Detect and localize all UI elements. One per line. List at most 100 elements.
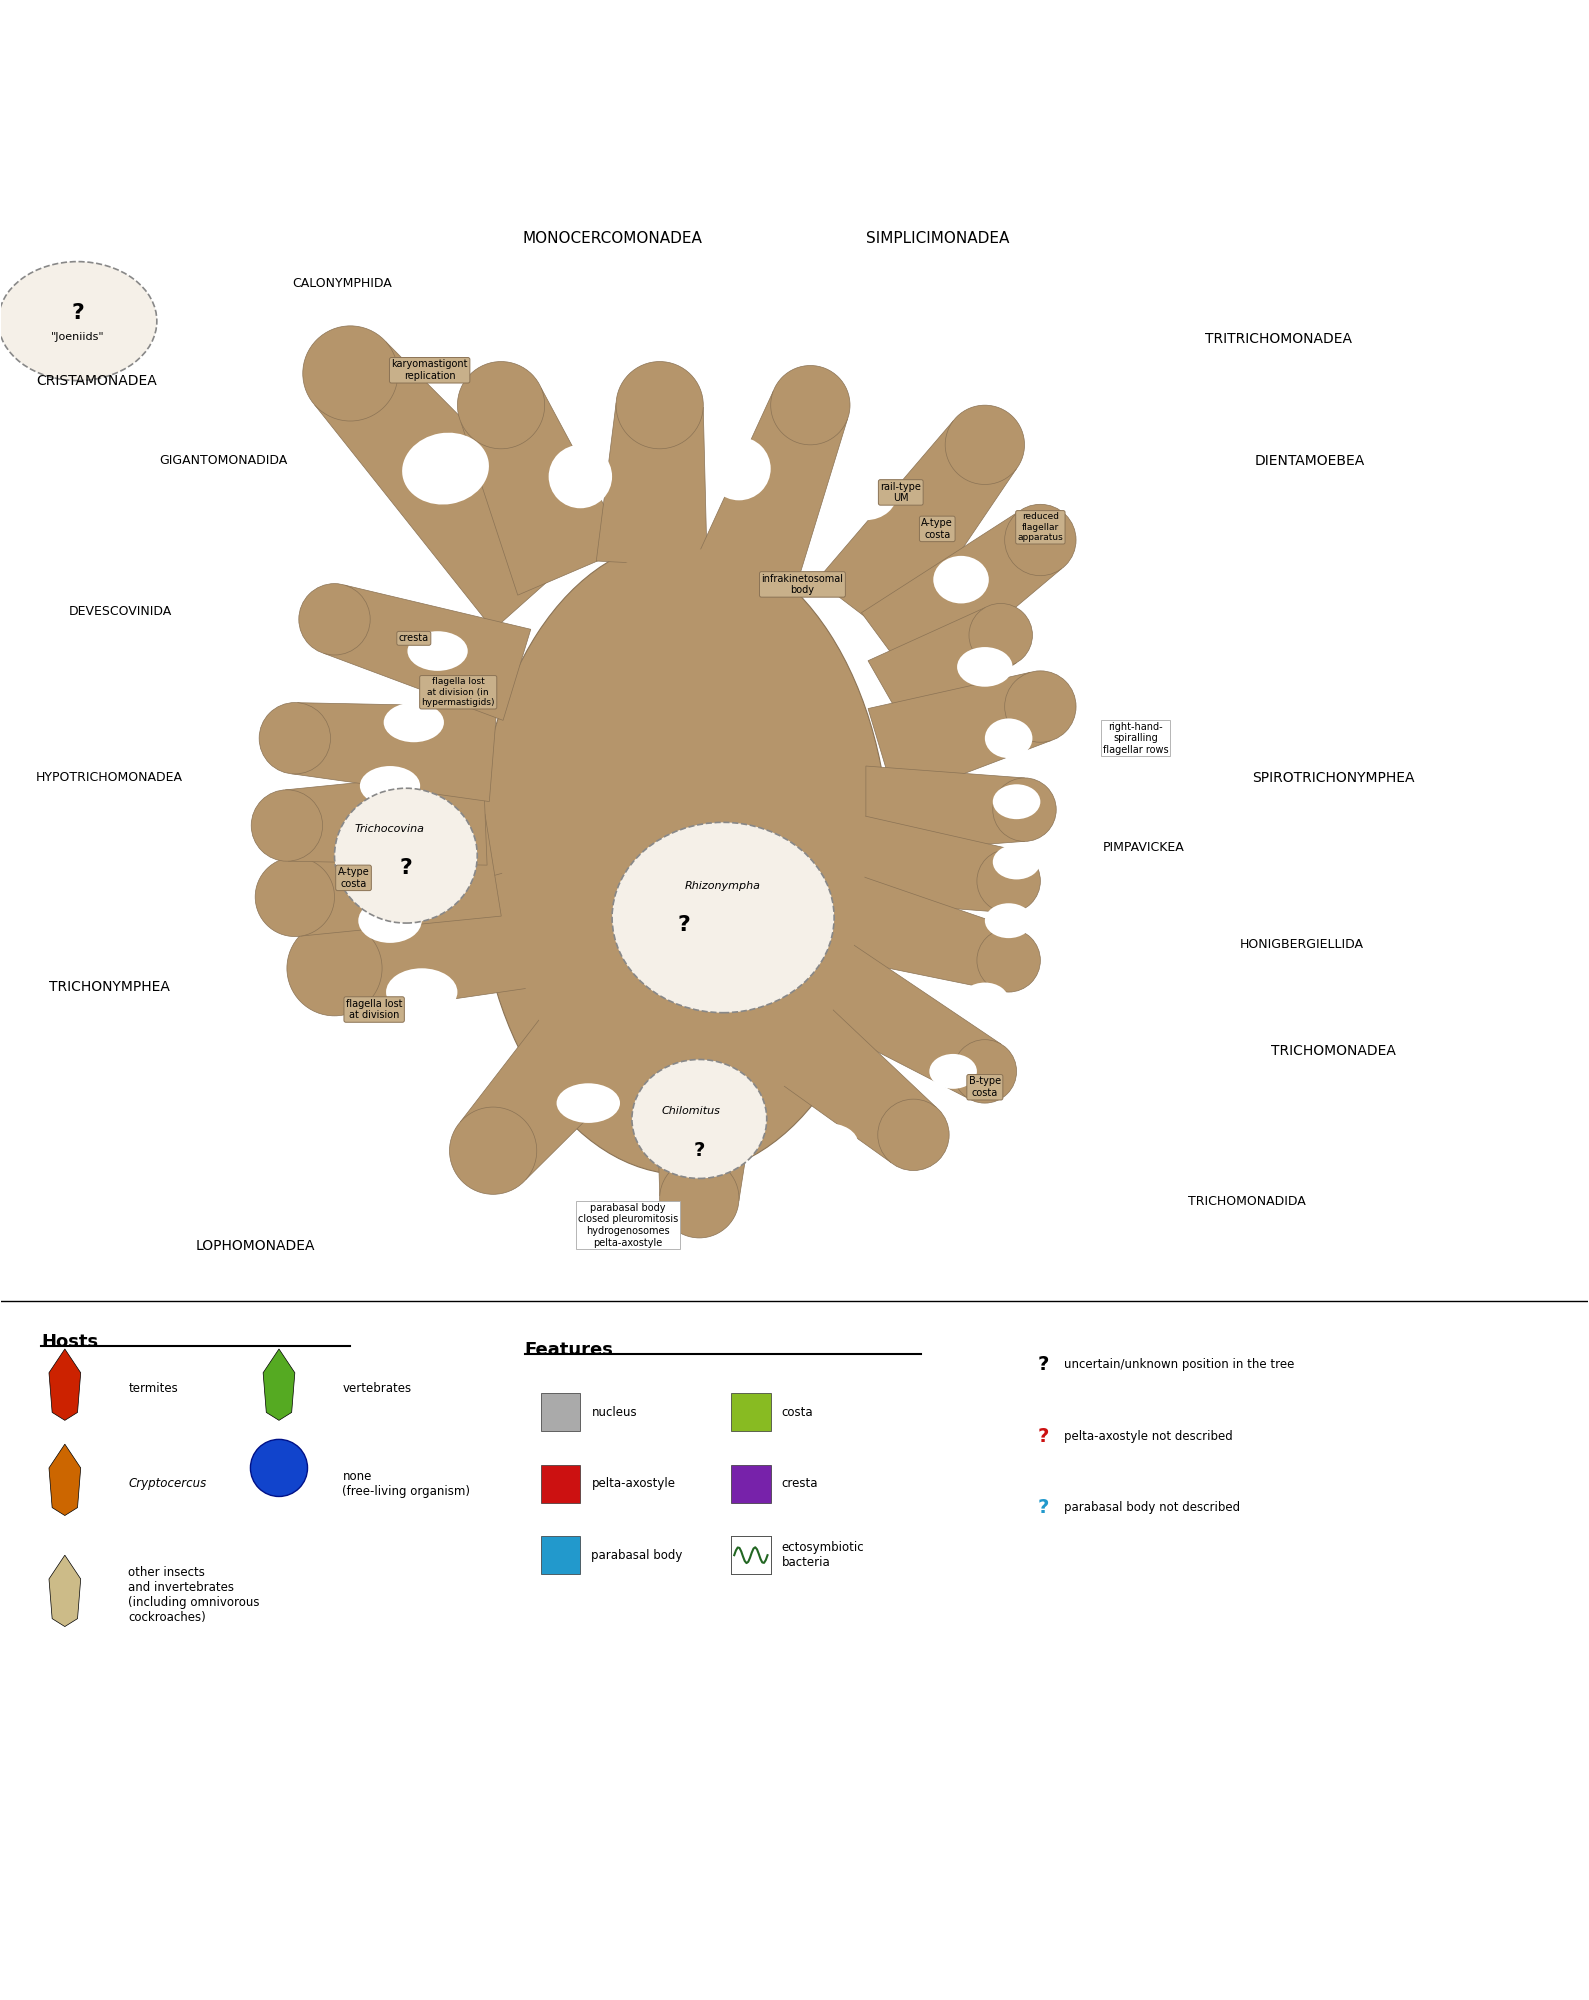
Text: pelta-axostyle not described: pelta-axostyle not described <box>1065 1430 1233 1442</box>
Text: TRICHOMONADEA: TRICHOMONADEA <box>1271 1044 1397 1058</box>
Circle shape <box>969 604 1033 666</box>
Text: CRISTAMONADEA: CRISTAMONADEA <box>37 374 157 388</box>
Circle shape <box>977 850 1041 912</box>
Polygon shape <box>49 1348 81 1420</box>
Text: ?: ? <box>677 916 690 936</box>
Ellipse shape <box>993 784 1041 820</box>
Ellipse shape <box>501 548 866 1134</box>
Text: ?: ? <box>1038 1426 1049 1446</box>
Text: ?: ? <box>72 304 84 324</box>
Text: ?: ? <box>1038 1498 1049 1518</box>
Text: ?: ? <box>694 1142 706 1160</box>
Polygon shape <box>868 672 1050 800</box>
Circle shape <box>303 326 397 422</box>
Ellipse shape <box>985 718 1033 758</box>
Polygon shape <box>868 608 1017 736</box>
Text: A-type
costa: A-type costa <box>337 868 369 888</box>
Polygon shape <box>292 702 497 802</box>
Text: other insects
and invertebrates
(including omnivorous
cockroaches): other insects and invertebrates (includi… <box>129 1566 259 1624</box>
Polygon shape <box>286 770 488 866</box>
Ellipse shape <box>383 702 443 742</box>
Ellipse shape <box>707 436 771 500</box>
Text: vertebrates: vertebrates <box>342 1382 412 1396</box>
Text: Trichocovina: Trichocovina <box>354 824 424 834</box>
Text: TRICHOMONADIDA: TRICHOMONADIDA <box>1187 1194 1306 1208</box>
Polygon shape <box>49 1556 81 1626</box>
Text: DEVESCOVINIDA: DEVESCOVINIDA <box>68 604 172 618</box>
Text: B-type
costa: B-type costa <box>969 1076 1001 1098</box>
Polygon shape <box>49 1444 81 1516</box>
FancyBboxPatch shape <box>540 1394 580 1432</box>
Circle shape <box>945 406 1025 484</box>
Text: cresta: cresta <box>399 634 429 644</box>
Ellipse shape <box>794 1122 858 1162</box>
Text: termites: termites <box>129 1382 178 1396</box>
Text: rail-type
UM: rail-type UM <box>880 482 922 504</box>
Polygon shape <box>656 1068 758 1200</box>
Text: flagella lost
at division (in
hypermastigids): flagella lost at division (in hypermasti… <box>421 678 494 708</box>
Text: LOPHOMONADEA: LOPHOMONADEA <box>195 1238 315 1252</box>
Ellipse shape <box>993 844 1041 880</box>
Polygon shape <box>596 402 707 566</box>
Circle shape <box>458 362 545 448</box>
Text: "Joeniids": "Joeniids" <box>51 332 105 342</box>
Polygon shape <box>315 342 588 630</box>
Ellipse shape <box>933 556 988 604</box>
Ellipse shape <box>407 632 467 670</box>
Polygon shape <box>844 814 1014 912</box>
Text: infrakinetosomal
body: infrakinetosomal body <box>761 574 844 596</box>
Polygon shape <box>324 870 537 1014</box>
Polygon shape <box>699 392 847 590</box>
Text: GIGANTOMONADIDA: GIGANTOMONADIDA <box>159 454 288 468</box>
Polygon shape <box>461 980 653 1180</box>
Text: Rhizonympha: Rhizonympha <box>685 880 761 890</box>
Circle shape <box>953 1040 1017 1104</box>
FancyBboxPatch shape <box>731 1464 771 1502</box>
Polygon shape <box>823 870 1017 990</box>
Ellipse shape <box>335 788 477 924</box>
Ellipse shape <box>359 766 419 806</box>
Ellipse shape <box>351 838 412 878</box>
Circle shape <box>771 366 850 444</box>
Circle shape <box>659 1158 739 1238</box>
FancyBboxPatch shape <box>731 1394 771 1432</box>
Ellipse shape <box>957 648 1012 686</box>
Text: none
(free-living organism): none (free-living organism) <box>342 1470 470 1498</box>
Text: parabasal body not described: parabasal body not described <box>1065 1502 1241 1514</box>
Ellipse shape <box>675 1116 739 1154</box>
Ellipse shape <box>0 262 157 380</box>
Text: flagella lost
at division: flagella lost at division <box>346 998 402 1020</box>
Text: SIMPLICIMONADEA: SIMPLICIMONADEA <box>866 232 1009 246</box>
Text: MONOCERCOMONADEA: MONOCERCOMONADEA <box>523 232 702 246</box>
Polygon shape <box>324 586 531 720</box>
Polygon shape <box>788 930 1001 1098</box>
Ellipse shape <box>834 464 898 520</box>
Circle shape <box>251 1440 308 1496</box>
FancyBboxPatch shape <box>540 1464 580 1502</box>
FancyBboxPatch shape <box>731 1536 771 1574</box>
Text: Chilomitus: Chilomitus <box>663 1106 721 1116</box>
Text: HONIGBERGIELLIDA: HONIGBERGIELLIDA <box>1239 938 1363 950</box>
Ellipse shape <box>556 1084 620 1122</box>
Ellipse shape <box>632 1060 767 1178</box>
Text: uncertain/unknown position in the tree: uncertain/unknown position in the tree <box>1065 1358 1295 1372</box>
Ellipse shape <box>477 540 890 1174</box>
Text: A-type
costa: A-type costa <box>922 518 953 540</box>
Text: PIMPAVICKEA: PIMPAVICKEA <box>1103 842 1184 854</box>
Text: DIENTAMOEBEA: DIENTAMOEBEA <box>1255 454 1365 468</box>
Polygon shape <box>289 814 501 936</box>
Text: cresta: cresta <box>782 1478 818 1490</box>
Text: HYPOTRICHOMONADEA: HYPOTRICHOMONADEA <box>35 772 183 784</box>
Circle shape <box>1004 670 1076 742</box>
Polygon shape <box>861 512 1061 690</box>
Circle shape <box>251 790 323 862</box>
Text: nucleus: nucleus <box>591 1406 637 1418</box>
Circle shape <box>993 778 1057 842</box>
Text: Features: Features <box>524 1342 613 1360</box>
Text: Cryptocercus: Cryptocercus <box>129 1478 207 1490</box>
Text: CALONYMPHIDA: CALONYMPHIDA <box>292 276 392 290</box>
Ellipse shape <box>548 444 612 508</box>
Ellipse shape <box>358 898 421 942</box>
Text: ectosymbiotic
bacteria: ectosymbiotic bacteria <box>782 1542 864 1570</box>
FancyBboxPatch shape <box>731 1536 771 1574</box>
